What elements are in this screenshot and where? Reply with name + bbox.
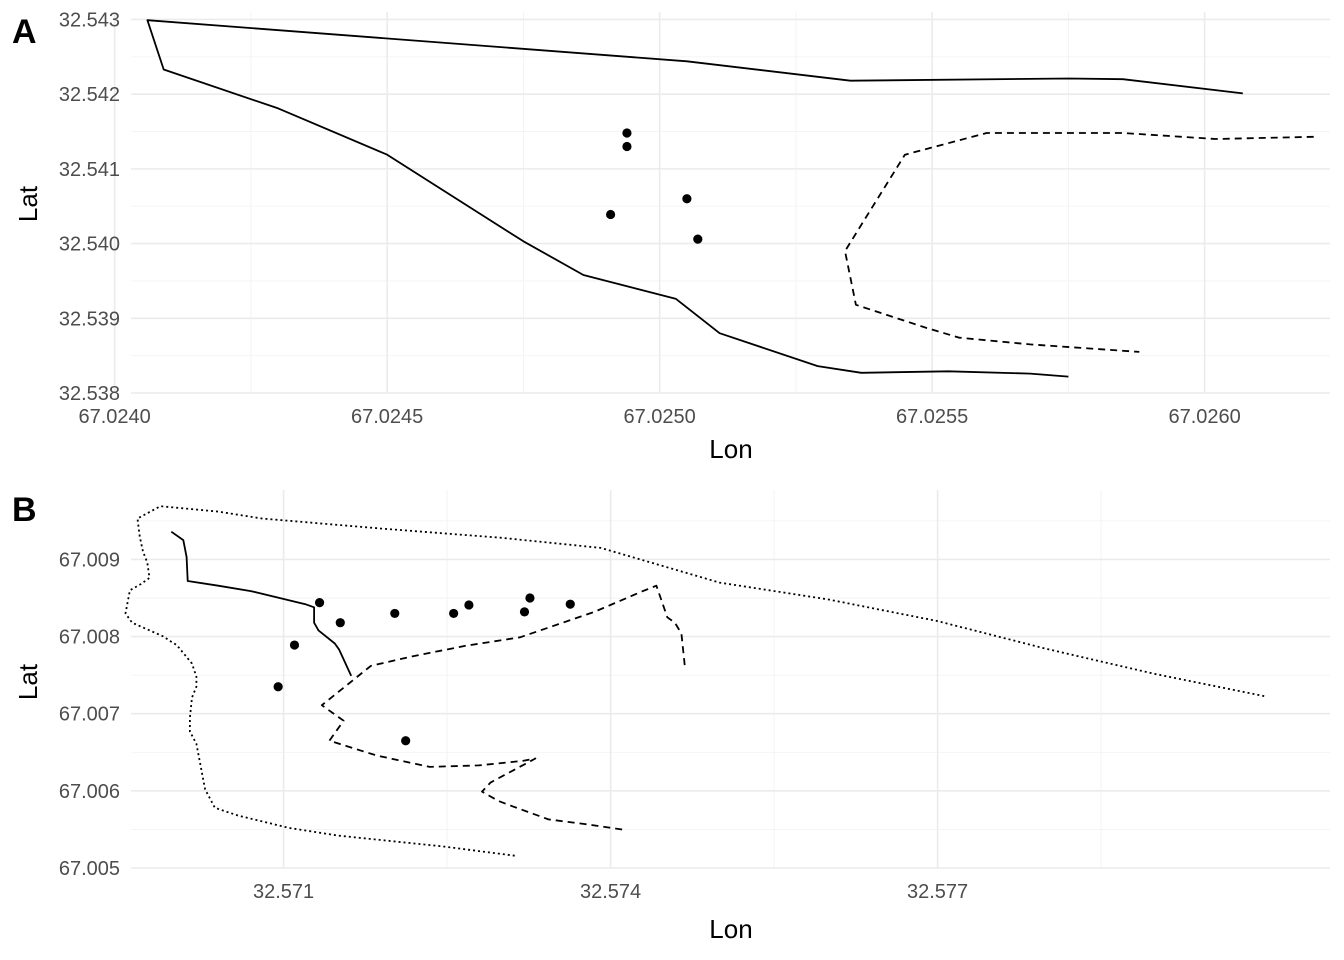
data-point	[335, 618, 345, 628]
panel-b: B 32.571 32.574 32.577 67.00567.00667.0076…	[12, 490, 1330, 944]
x-tick-label: 67.0255	[896, 406, 968, 428]
y-tick-label: 67.005	[59, 858, 120, 880]
panel-tag: A	[12, 13, 37, 51]
data-point	[449, 608, 459, 619]
x-tick-label: 32.571	[253, 881, 314, 903]
data-point	[464, 600, 474, 610]
x-axis-title: Lon	[709, 914, 752, 944]
data-point	[693, 234, 703, 244]
data-point	[622, 128, 632, 138]
data-point	[273, 682, 283, 692]
x-axis-title: Lon	[709, 434, 752, 464]
series-line-dashed	[844, 132, 1314, 353]
y-axis-title: Lat	[13, 185, 43, 222]
series-line-dotted	[124, 505, 1267, 857]
data-point	[519, 607, 530, 617]
x-tick-label: 67.0250	[624, 406, 696, 428]
y-tick-label: 32.539	[59, 308, 120, 330]
data-point	[525, 593, 535, 603]
series-line-dashed	[320, 584, 686, 832]
y-axis-title: Lat	[13, 663, 43, 700]
data-point	[606, 209, 616, 220]
x-tick-label: 67.0260	[1169, 406, 1241, 428]
y-tick-label: 32.542	[59, 84, 120, 106]
x-tick-label: 67.0240	[79, 406, 151, 428]
data-point	[622, 141, 632, 152]
x-tick-label: 32.574	[580, 881, 641, 903]
y-tick-label: 32.543	[59, 9, 120, 31]
x-axis: 67.0240 67.0245 67.0250 67.0255 67.0260	[79, 406, 1241, 428]
y-axis: 32.538 32.539 32.540 32.541 32.542 32.543	[59, 9, 120, 405]
plot-area	[124, 505, 1267, 857]
data-point	[682, 194, 692, 204]
data-point	[390, 608, 400, 619]
data-point	[289, 640, 300, 650]
x-axis: 32.571 32.574 32.577	[253, 881, 968, 903]
data-point	[401, 736, 411, 746]
y-tick-label: 67.006	[59, 781, 120, 803]
y-tick-label: 32.541	[59, 159, 120, 181]
y-tick-label: 67.009	[59, 549, 120, 571]
y-tick-label: 32.540	[59, 234, 120, 256]
plot-area	[146, 19, 1314, 378]
gridlines	[131, 490, 1330, 869]
data-point	[565, 599, 575, 609]
x-tick-label: 67.0245	[351, 406, 423, 428]
y-tick-label: 67.007	[59, 704, 120, 726]
y-tick-label: 32.538	[59, 383, 120, 405]
y-axis: 67.005 67.006 67.007 67.008 67.009	[59, 549, 120, 880]
gridlines	[113, 12, 1330, 394]
panel-tag: B	[12, 491, 37, 529]
data-point	[314, 598, 325, 608]
x-tick-label: 32.577	[907, 881, 968, 903]
y-tick-label: 67.008	[59, 627, 120, 649]
panel-a: A 67.0240 67.0245 67.0250 67.0255 67.0260 32…	[12, 9, 1330, 464]
series-line-solid	[146, 19, 1243, 378]
series-line-solid	[170, 530, 353, 677]
